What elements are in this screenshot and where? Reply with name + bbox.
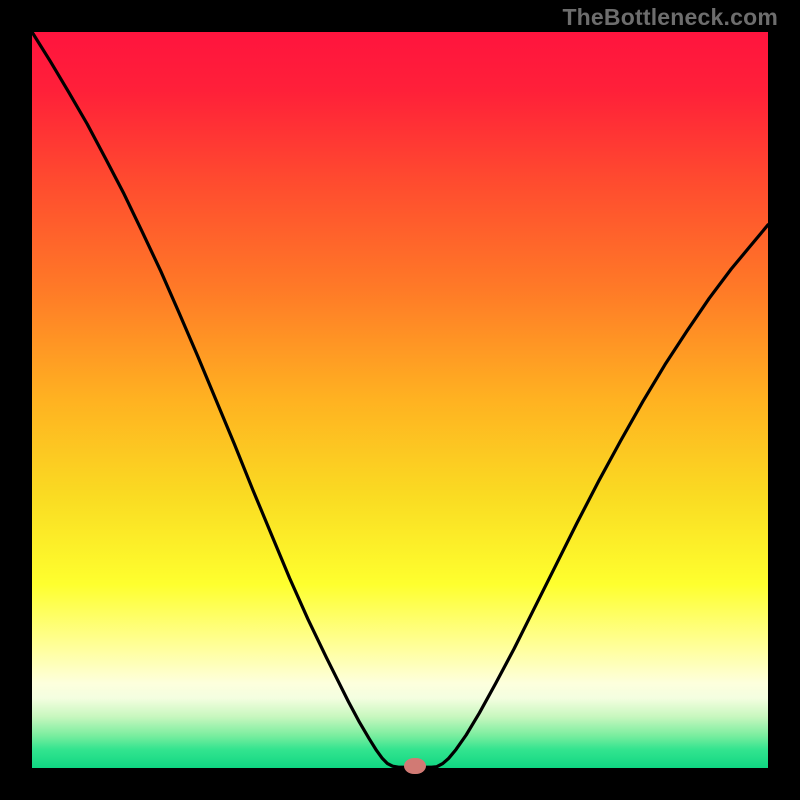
bottleneck-curve	[0, 0, 800, 800]
chart-stage: TheBottleneck.com	[0, 0, 800, 800]
watermark-text: TheBottleneck.com	[562, 4, 778, 31]
bottleneck-marker-icon	[404, 758, 426, 774]
